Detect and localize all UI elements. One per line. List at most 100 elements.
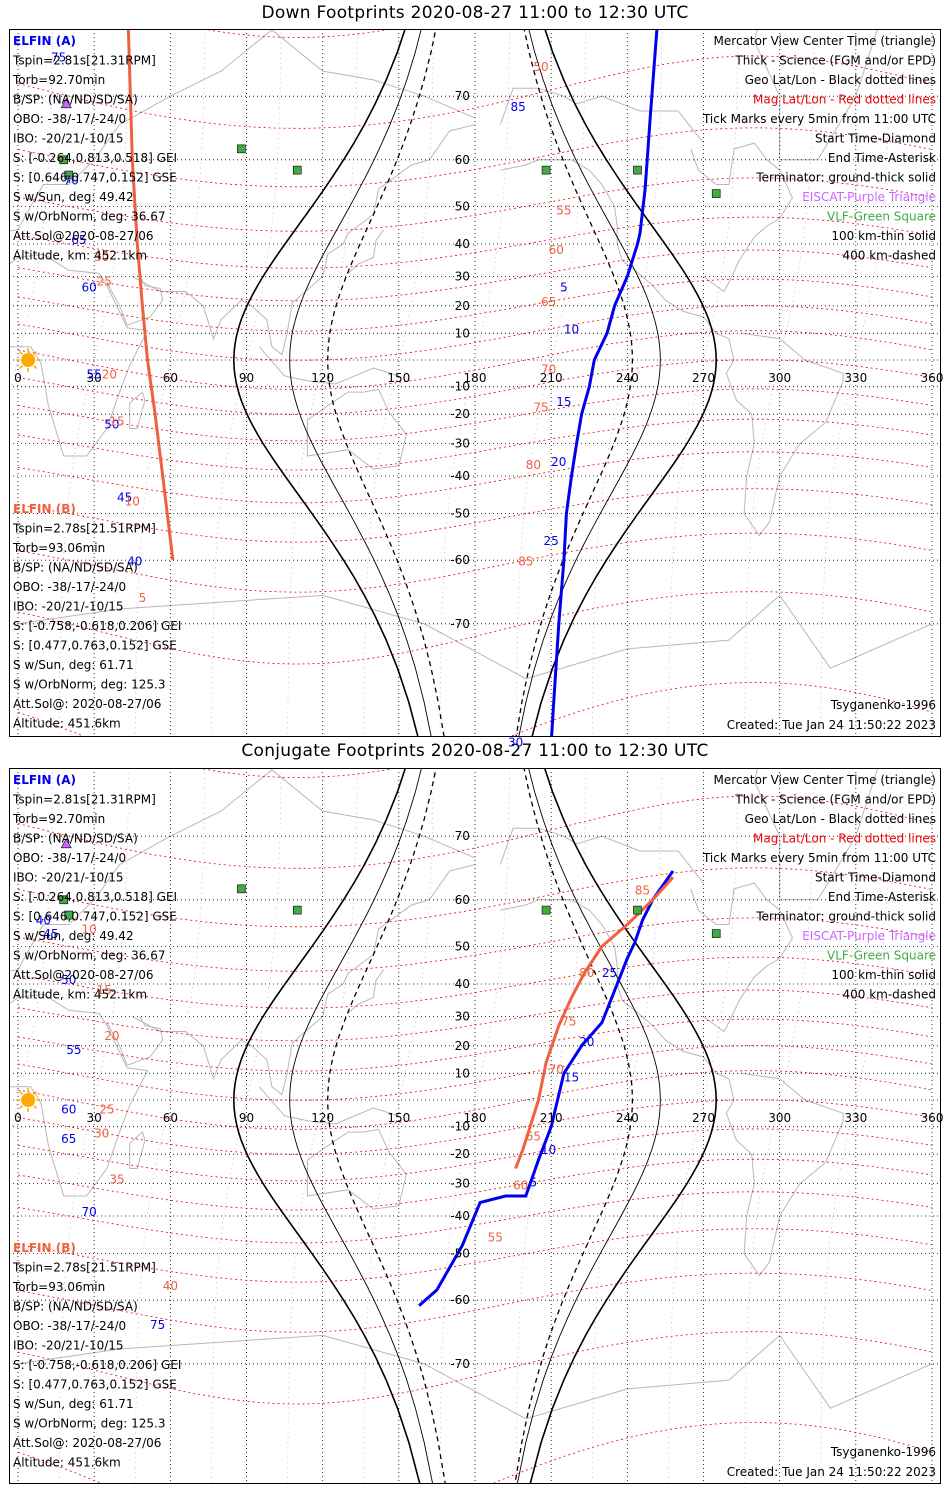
- y-tick-label: 20: [455, 1039, 470, 1053]
- track-elfin-a: [550, 30, 659, 736]
- mag-parallel: [17, 1158, 933, 1211]
- mag-meridian: [211, 769, 282, 1483]
- tick-mark-label: 5: [139, 591, 147, 605]
- tick-mark-label: 5: [560, 280, 568, 294]
- coastline: [690, 882, 793, 1033]
- mag-meridian: [515, 30, 587, 736]
- mag-parallel: [17, 956, 933, 1009]
- tick-mark-label: 5: [530, 1176, 538, 1190]
- info-line: B/SP: (NA/ND/SD/SA): [13, 1300, 138, 1314]
- x-tick-label: 240: [616, 1111, 639, 1125]
- coastline: [17, 1334, 933, 1420]
- x-tick-label: 120: [311, 371, 334, 385]
- mag-meridian: [591, 30, 663, 736]
- legend-line: VLF-Green Square: [827, 949, 936, 963]
- elfin-a-header: ELFIN (A): [13, 34, 76, 48]
- info-line: S: [0.477,0.763,0.152] GSE: [13, 1378, 177, 1392]
- legend-line: Geo Lat/Lon - Black dotted lines: [745, 73, 936, 87]
- legend-line: Mag Lat/Lon - Red dotted lines: [753, 832, 936, 846]
- legend-line: End Time-Asterisk: [828, 890, 936, 904]
- y-tick-label: 40: [455, 977, 470, 991]
- tick-mark-label: 65: [541, 295, 556, 309]
- y-tick-label: -40: [450, 1209, 470, 1223]
- tick-mark-label: 60: [81, 280, 96, 294]
- legend-line: Mercator View Center Time (triangle): [714, 773, 936, 787]
- y-tick-label: -30: [450, 1177, 470, 1191]
- info-line: OBO: -38/-17/-24/0: [13, 851, 126, 865]
- mag-meridian: [744, 30, 815, 736]
- panel-title: Down Footprints 2020-08-27 11:00 to 12:3…: [261, 3, 689, 23]
- boundary-400km: [327, 30, 634, 736]
- legend-line: Geo Lat/Lon - Black dotted lines: [745, 812, 936, 826]
- vlf-square: [711, 189, 721, 198]
- y-tick-label: 30: [455, 269, 470, 283]
- y-tick-label: -40: [450, 469, 470, 483]
- info-line: Altitude, km: 452.1km: [13, 988, 147, 1002]
- y-tick-label: 10: [455, 1066, 470, 1080]
- mag-meridian: [134, 30, 206, 736]
- elfin-b-header: ELFIN (B): [13, 1241, 76, 1255]
- elfin-a-header: ELFIN (A): [13, 773, 76, 787]
- coastline: [129, 1131, 146, 1169]
- tick-mark-label: 55: [87, 368, 102, 382]
- coastline: [500, 159, 730, 340]
- tick-mark-label: 20: [551, 455, 566, 469]
- y-tick-label: -10: [450, 380, 470, 394]
- mag-meridian: [134, 769, 206, 1483]
- y-tick-label: 60: [455, 893, 470, 907]
- mag-parallel: [17, 216, 933, 269]
- eiscat-triangle: [60, 98, 72, 109]
- info-line: Altitude: 451.6km: [13, 1456, 121, 1470]
- y-tick-label: 30: [455, 1009, 470, 1023]
- sun-icon: [16, 348, 41, 372]
- boundary-100km: [289, 30, 661, 736]
- tick-mark-label: 60: [513, 1179, 528, 1193]
- y-tick-label: 10: [455, 326, 470, 340]
- tick-mark-label: 80: [526, 458, 541, 472]
- coastline: [347, 229, 385, 274]
- vlf-square: [541, 165, 551, 175]
- x-tick-label: 90: [239, 1111, 254, 1125]
- map-plot-area: [10, 769, 940, 1483]
- mag-parallel: [17, 917, 933, 972]
- info-line: IBO: -20/21/-10/15: [13, 871, 124, 885]
- map-panel-conjugate: 0 30 60 90 120 150 180 210 240 270 300 330 360 -70 -60…: [10, 769, 943, 1483]
- info-line: S w/OrbNorm, deg: 125.3: [13, 1417, 165, 1431]
- y-tick-label: 60: [455, 153, 470, 167]
- track-elfin-a: [418, 870, 675, 1307]
- tick-mark-label: 50: [61, 973, 76, 987]
- mag-meridian: [820, 30, 891, 736]
- tick-mark-label: 55: [488, 1231, 503, 1245]
- vlf-square: [633, 165, 642, 175]
- model-label: Tsyganenko-1996: [830, 698, 936, 712]
- mag-meridian: [363, 30, 434, 736]
- x-tick-label: 120: [311, 1111, 334, 1125]
- info-line: S w/Sun, deg: 61.71: [13, 1397, 134, 1411]
- tick-mark-label: 60: [61, 1102, 76, 1116]
- tick-mark-label: 85: [518, 555, 533, 569]
- tick-mark-label: 50: [104, 418, 119, 432]
- tick-mark-label: 40: [36, 914, 51, 928]
- x-tick-label: 60: [163, 1111, 178, 1125]
- y-tick-label: -70: [450, 617, 470, 631]
- y-tick-label: 40: [455, 237, 470, 251]
- tick-mark-label: 30: [94, 250, 109, 264]
- info-line: B/SP: (NA/ND/SD/SA): [13, 832, 138, 846]
- y-tick-label: 50: [455, 199, 470, 213]
- mag-parallel: [17, 359, 933, 415]
- mag-parallel: [17, 682, 933, 736]
- y-tick-label: -70: [450, 1357, 470, 1371]
- tick-mark-label: 45: [43, 927, 58, 941]
- vlf-square: [59, 155, 69, 165]
- coastline: [129, 391, 146, 429]
- mag-meridian: [58, 769, 130, 1483]
- x-tick-label: 240: [616, 371, 639, 385]
- legend-line: Thick - Science (FGM and/or EPD): [734, 793, 936, 807]
- vlf-square: [633, 905, 642, 915]
- legend-line: End Time-Asterisk: [828, 151, 936, 165]
- coastline: [10, 30, 476, 232]
- x-tick-label: 30: [87, 371, 102, 385]
- tick-mark-label: 25: [602, 966, 617, 980]
- y-tick-label: -60: [450, 553, 470, 567]
